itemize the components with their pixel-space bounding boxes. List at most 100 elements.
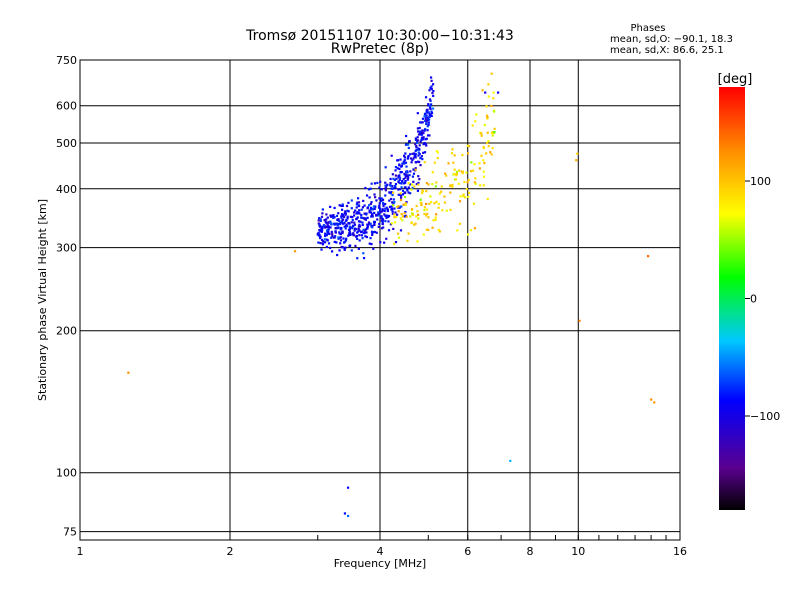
echo-point: [417, 130, 420, 133]
echo-point: [431, 91, 434, 95]
echo-point: [487, 95, 490, 98]
echo-point: [417, 148, 420, 151]
echo-point: [405, 143, 408, 146]
y-tick-label: 300: [56, 242, 77, 255]
echo-point: [482, 170, 485, 173]
y-tick-label: 200: [56, 325, 77, 338]
echo-point: [404, 195, 407, 199]
echo-point: [431, 226, 434, 229]
echo-point: [459, 195, 462, 198]
echo-point: [363, 217, 366, 220]
echo-point: [420, 139, 423, 142]
echo-point: [403, 215, 406, 218]
echo-point: [441, 209, 444, 212]
echo-point: [377, 206, 381, 209]
echo-point: [414, 153, 417, 156]
echo-point: [393, 207, 396, 210]
echo-point: [428, 113, 431, 116]
echo-point: [421, 129, 424, 132]
echo-point: [379, 241, 382, 244]
echo-point: [366, 224, 369, 228]
echo-point: [470, 161, 473, 164]
echo-point: [367, 188, 371, 191]
echo-point: [493, 127, 496, 130]
echo-point: [576, 152, 579, 155]
echo-point: [430, 79, 433, 82]
echo-point: [399, 192, 402, 195]
echo-point: [434, 218, 437, 221]
echo-point: [425, 114, 428, 117]
echo-point: [416, 210, 419, 213]
echo-point: [427, 123, 430, 126]
echo-point: [415, 144, 418, 148]
echo-point: [319, 242, 322, 245]
echo-point: [420, 136, 424, 139]
echo-point: [327, 221, 330, 224]
echo-point: [424, 118, 427, 121]
echo-point: [412, 157, 415, 160]
echo-point: [371, 233, 374, 237]
echo-point: [461, 153, 464, 157]
echo-point: [419, 121, 422, 124]
echo-point: [384, 181, 387, 184]
echo-point: [407, 232, 410, 235]
echo-point: [387, 220, 390, 223]
x-tick-labels: 1 2 4 6 8 10 16: [77, 545, 688, 558]
echo-point: [399, 196, 403, 199]
echo-point: [320, 225, 323, 228]
echo-point: [356, 197, 360, 200]
echo-point: [377, 211, 380, 214]
echo-point: [400, 212, 403, 216]
echo-point: [390, 154, 393, 157]
echo-point: [319, 235, 322, 238]
echo-point: [490, 72, 493, 75]
echo-point: [406, 156, 410, 159]
echo-point: [397, 180, 400, 184]
echo-point: [390, 190, 393, 194]
echo-point: [483, 162, 486, 165]
echo-point: [323, 238, 326, 241]
echo-point: [360, 208, 363, 211]
echo-point: [366, 216, 369, 219]
echo-point: [340, 215, 343, 218]
echo-point: [325, 213, 328, 216]
echo-point: [402, 177, 405, 181]
echo-point: [357, 247, 360, 250]
echo-point: [451, 148, 454, 151]
echo-point: [391, 201, 394, 204]
echo-point: [392, 187, 396, 190]
echo-point: [390, 205, 393, 208]
echo-point: [376, 181, 379, 185]
echo-point: [389, 181, 392, 185]
echo-point: [405, 174, 408, 177]
echo-point: [415, 148, 418, 151]
echo-point: [385, 237, 388, 240]
echo-point: [391, 187, 394, 190]
echo-point: [346, 217, 349, 220]
echo-point: [393, 200, 396, 204]
echo-point: [350, 207, 353, 210]
echo-point: [650, 398, 653, 401]
echo-point: [432, 89, 435, 93]
echo-point: [339, 232, 342, 236]
echo-point: [646, 255, 650, 258]
echo-point: [330, 250, 334, 253]
echo-point: [357, 227, 360, 230]
echo-point: [346, 209, 349, 212]
echo-point: [418, 144, 421, 147]
echo-point: [356, 210, 359, 214]
echo-point: [346, 215, 349, 218]
echo-point: [355, 234, 359, 238]
echo-point: [328, 232, 331, 236]
echo-point: [418, 178, 421, 181]
echo-point: [388, 191, 391, 194]
colorbar-ticks: 100 0 −100: [745, 175, 780, 423]
echo-point: [417, 151, 420, 154]
echo-point: [452, 173, 455, 176]
echo-point: [426, 116, 430, 119]
echo-point: [399, 194, 403, 197]
echo-point: [413, 154, 416, 157]
echo-point: [325, 218, 328, 221]
echo-point: [478, 162, 481, 165]
echo-point: [428, 118, 431, 121]
